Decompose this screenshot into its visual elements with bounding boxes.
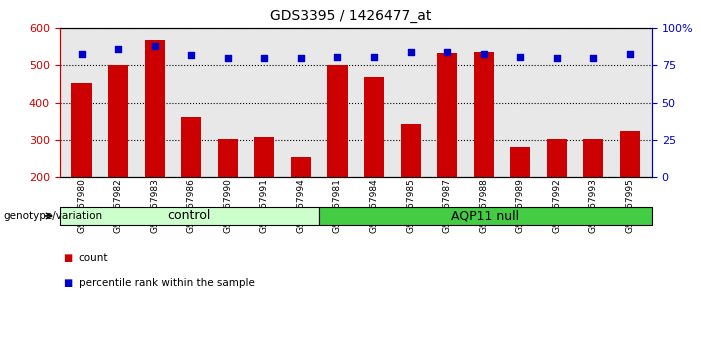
Bar bbox=[181, 117, 201, 177]
Point bbox=[442, 49, 453, 55]
Text: ■: ■ bbox=[63, 253, 72, 263]
Point bbox=[405, 49, 416, 55]
Point bbox=[551, 55, 562, 61]
Text: GDS3395 / 1426477_at: GDS3395 / 1426477_at bbox=[270, 9, 431, 23]
Text: count: count bbox=[79, 253, 108, 263]
Text: genotype/variation: genotype/variation bbox=[4, 211, 102, 221]
Text: percentile rank within the sample: percentile rank within the sample bbox=[79, 278, 254, 288]
Bar bbox=[291, 157, 311, 177]
Bar bbox=[510, 147, 531, 177]
Point bbox=[478, 51, 489, 56]
Point bbox=[259, 55, 270, 61]
Text: ■: ■ bbox=[63, 278, 72, 288]
Bar bbox=[400, 124, 421, 177]
Bar bbox=[72, 83, 92, 177]
Bar bbox=[474, 52, 494, 177]
Bar bbox=[254, 137, 274, 177]
Point bbox=[76, 51, 87, 56]
Bar bbox=[437, 53, 457, 177]
Point bbox=[332, 54, 343, 59]
Bar bbox=[144, 40, 165, 177]
Point bbox=[588, 55, 599, 61]
Bar bbox=[108, 65, 128, 177]
Bar bbox=[547, 139, 567, 177]
Point bbox=[149, 43, 161, 49]
Text: control: control bbox=[168, 210, 211, 222]
Point bbox=[222, 55, 233, 61]
Point bbox=[369, 54, 380, 59]
Text: AQP11 null: AQP11 null bbox=[451, 210, 519, 222]
Bar bbox=[327, 65, 348, 177]
Bar bbox=[583, 139, 604, 177]
Bar bbox=[364, 77, 384, 177]
Point bbox=[295, 55, 306, 61]
Point bbox=[625, 51, 636, 56]
Point bbox=[112, 46, 123, 52]
Bar bbox=[218, 139, 238, 177]
Bar bbox=[620, 131, 640, 177]
Point bbox=[186, 52, 197, 58]
Point bbox=[515, 54, 526, 59]
